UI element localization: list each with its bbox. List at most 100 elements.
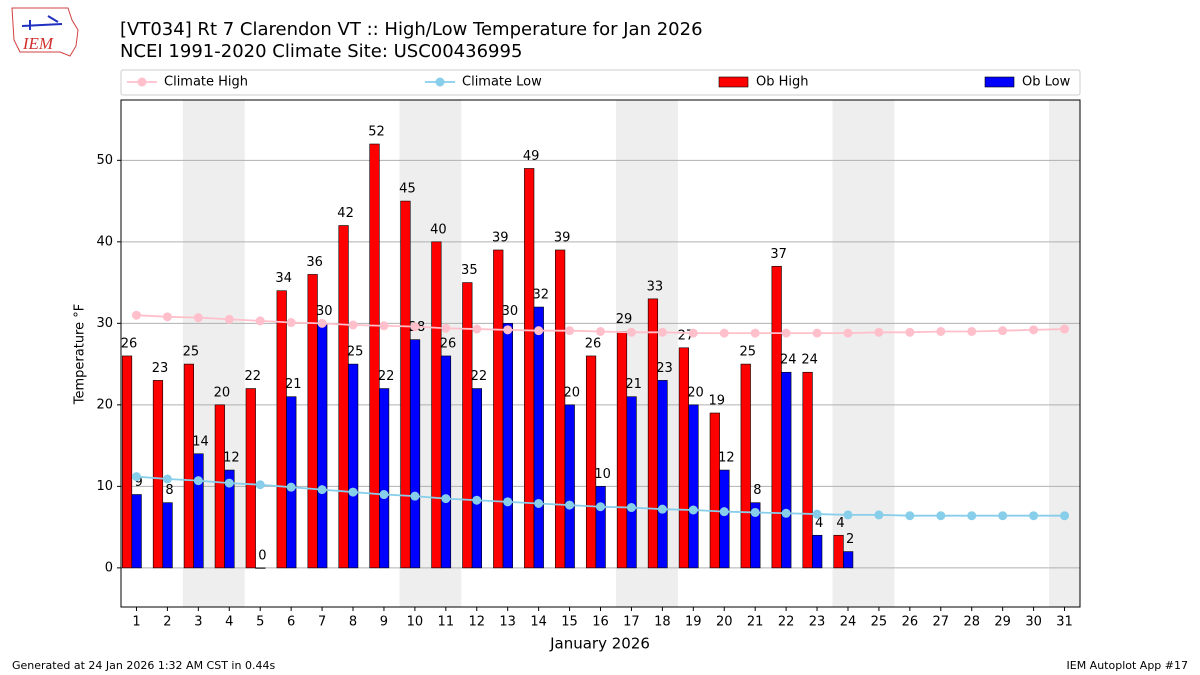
bar — [131, 494, 142, 569]
y-tick-label: 30 — [96, 316, 113, 331]
data-label: 30 — [502, 304, 519, 319]
data-label: 29 — [616, 312, 633, 327]
climate-marker — [565, 500, 575, 510]
bar — [493, 249, 504, 569]
data-label: 22 — [471, 369, 488, 384]
x-tick-label: 3 — [194, 615, 202, 630]
bar — [348, 363, 359, 569]
climate-marker — [781, 328, 791, 338]
data-label: 10 — [594, 467, 611, 482]
y-axis-label: Temperature °F — [73, 304, 88, 405]
x-tick-label: 17 — [623, 615, 640, 630]
x-tick-label: 28 — [963, 615, 980, 630]
data-label: 26 — [440, 336, 457, 351]
climate-marker — [719, 507, 729, 517]
climate-marker — [874, 510, 884, 520]
climate-marker — [936, 326, 946, 336]
climate-marker — [286, 318, 296, 328]
x-tick-label: 1 — [132, 615, 140, 630]
bar — [183, 363, 194, 569]
climate-marker — [626, 503, 636, 513]
bar — [678, 347, 689, 569]
bar — [533, 306, 544, 569]
climate-marker — [379, 321, 389, 331]
x-tick-label: 10 — [407, 615, 424, 630]
data-label: 9 — [134, 475, 142, 490]
climate-marker — [379, 490, 389, 500]
data-label: 40 — [430, 222, 447, 237]
x-tick-label: 7 — [318, 615, 326, 630]
climate-marker — [317, 485, 327, 495]
climate-marker — [193, 313, 203, 323]
bar — [245, 388, 256, 569]
bar — [400, 200, 411, 569]
data-label: 24 — [801, 353, 818, 368]
data-label: 20 — [563, 385, 580, 400]
legend-marker — [137, 77, 147, 87]
climate-marker — [967, 326, 977, 336]
bar — [812, 534, 823, 569]
x-tick-label: 27 — [933, 615, 950, 630]
climate-marker — [193, 476, 203, 486]
bar — [750, 502, 761, 569]
legend-marker — [435, 77, 445, 87]
y-tick-label: 50 — [96, 153, 113, 168]
climate-marker — [441, 494, 451, 504]
data-label: 23 — [656, 361, 673, 376]
bar — [317, 323, 328, 569]
climate-marker — [534, 326, 544, 336]
data-label: 22 — [378, 369, 395, 384]
x-tick-label: 12 — [468, 615, 485, 630]
x-tick-label: 23 — [809, 615, 826, 630]
climate-marker — [750, 507, 760, 517]
bar — [409, 339, 421, 569]
bar — [719, 469, 730, 569]
bar — [802, 371, 813, 569]
bar — [555, 249, 566, 569]
climate-marker — [750, 328, 760, 338]
x-tick-label: 2 — [163, 615, 171, 630]
climate-marker — [998, 326, 1008, 336]
bar — [647, 298, 659, 569]
bar — [471, 388, 483, 569]
climate-marker — [688, 328, 698, 338]
bar — [162, 502, 173, 569]
climate-marker — [905, 511, 915, 521]
data-label: 8 — [165, 483, 173, 498]
data-label: 37 — [770, 247, 787, 262]
bar — [585, 355, 597, 569]
bar — [338, 225, 349, 569]
data-label: 34 — [275, 271, 292, 286]
bar — [152, 380, 164, 569]
climate-marker — [626, 327, 636, 337]
bar — [286, 396, 297, 569]
x-tick-label: 9 — [380, 615, 388, 630]
data-label: 25 — [347, 345, 364, 360]
bar — [740, 363, 751, 569]
data-label: 19 — [709, 394, 726, 409]
climate-marker — [812, 509, 822, 519]
bar — [502, 323, 513, 569]
bar — [379, 388, 390, 569]
climate-marker — [688, 505, 698, 515]
legend-label: Climate High — [164, 75, 248, 90]
logo-icon — [21, 15, 63, 30]
bar — [833, 534, 844, 569]
bar — [595, 486, 606, 569]
data-label: 42 — [337, 206, 354, 221]
data-label: 49 — [523, 149, 540, 164]
x-tick-label: 4 — [225, 615, 233, 630]
weekend-band — [832, 100, 895, 607]
climate-marker — [781, 508, 791, 518]
footer-left: Generated at 24 Jan 2026 1:32 AM CST in … — [12, 659, 275, 672]
data-label: 24 — [780, 353, 797, 368]
x-tick-label: 30 — [1025, 615, 1042, 630]
data-label: 39 — [492, 230, 509, 245]
climate-marker — [348, 320, 358, 330]
bar — [771, 265, 782, 569]
x-tick-label: 5 — [256, 615, 264, 630]
x-tick-label: 14 — [530, 615, 547, 630]
data-label: 12 — [223, 451, 240, 466]
climate-marker — [565, 326, 575, 336]
